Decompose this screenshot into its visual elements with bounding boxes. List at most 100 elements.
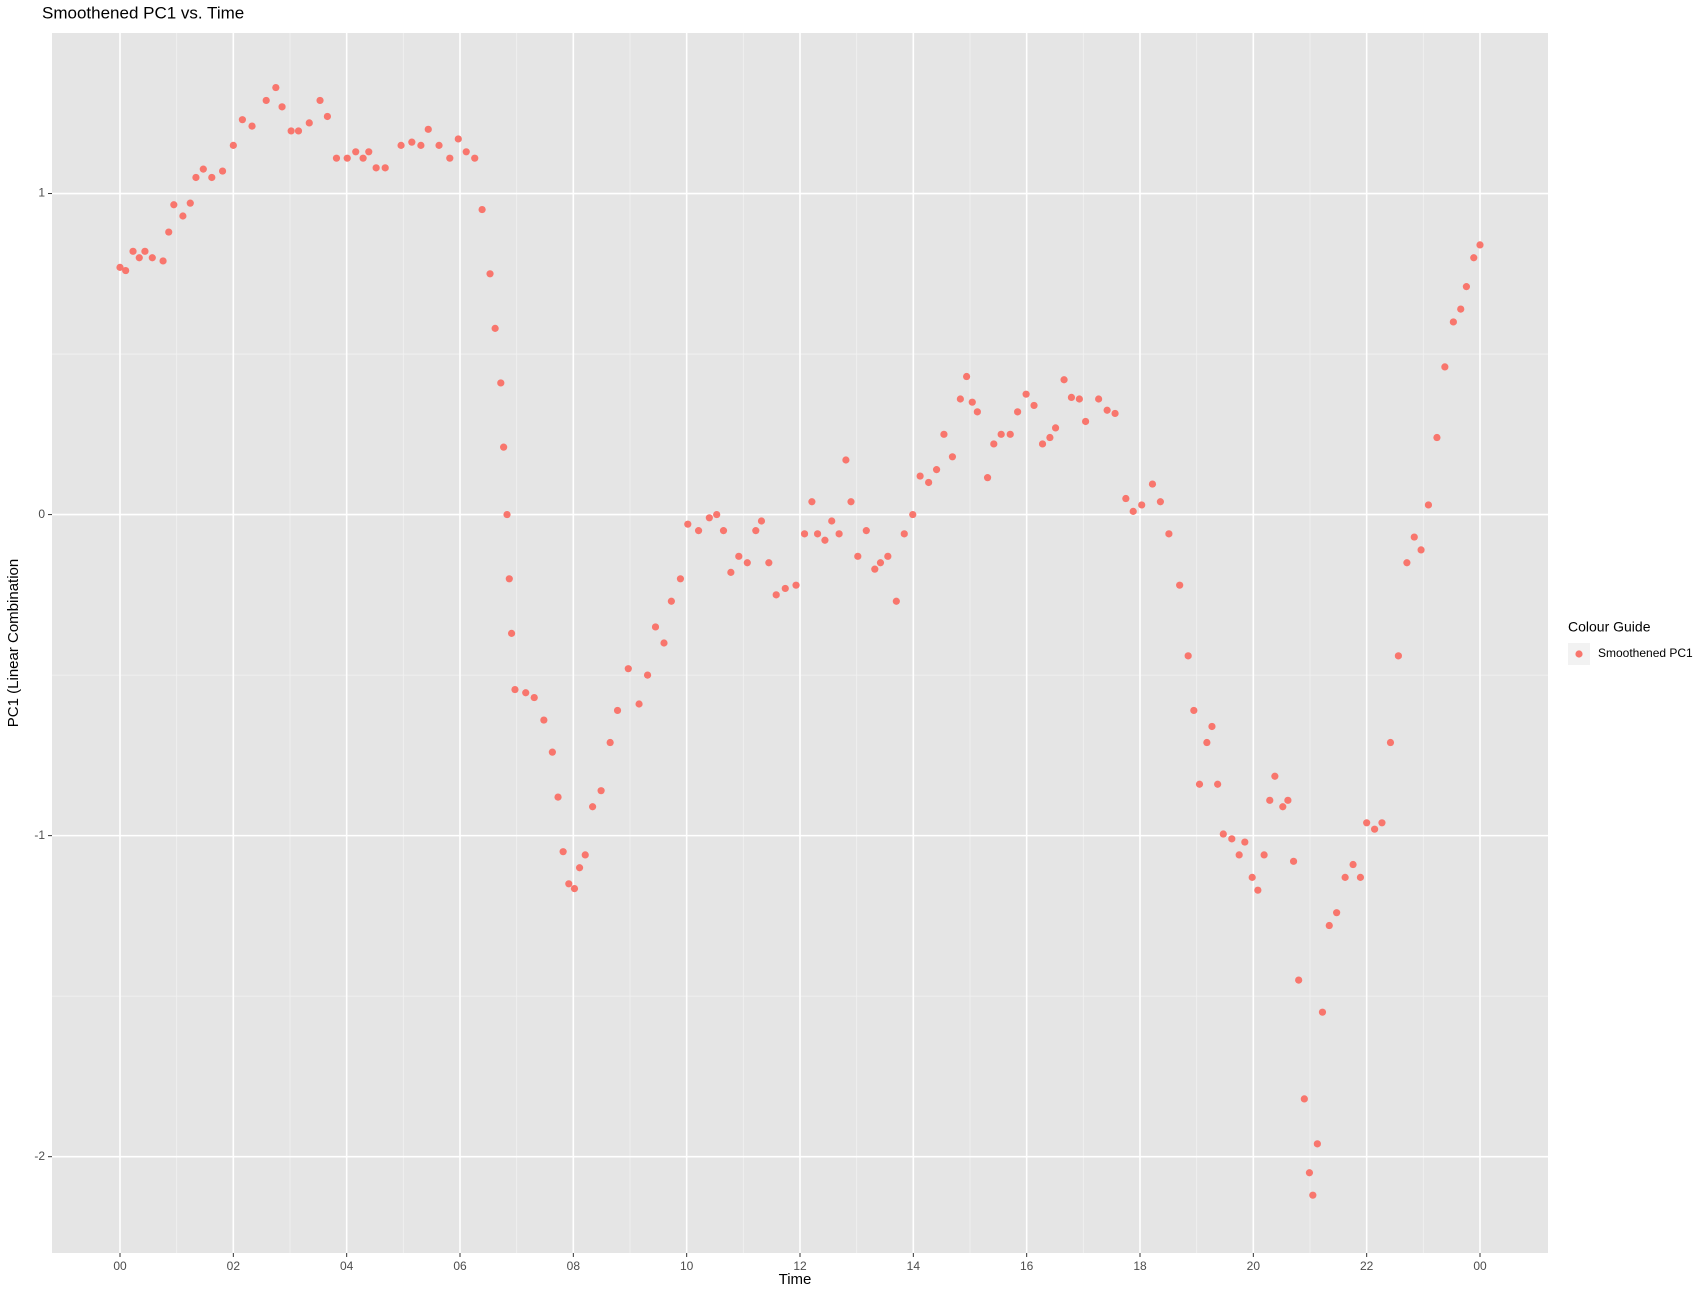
y-tick-label: 0 — [38, 507, 45, 521]
data-point — [871, 565, 879, 573]
data-point — [1476, 241, 1484, 249]
x-axis-title: Time — [779, 1271, 812, 1288]
data-point — [148, 254, 156, 262]
data-point — [765, 559, 773, 567]
data-point — [1356, 873, 1365, 881]
data-point — [478, 205, 486, 214]
data-point — [772, 591, 780, 599]
data-point — [1284, 796, 1292, 804]
data-point — [1148, 480, 1157, 488]
data-point — [170, 201, 178, 209]
data-point — [497, 379, 505, 387]
data-point — [1248, 873, 1256, 881]
x-tick-label: 00 — [1473, 1259, 1487, 1273]
data-point — [462, 148, 470, 156]
data-point — [743, 559, 751, 567]
data-point — [1214, 780, 1222, 788]
data-point — [1156, 498, 1164, 506]
data-point — [1203, 738, 1211, 747]
data-point — [916, 472, 924, 480]
data-point — [1082, 417, 1090, 426]
data-point — [892, 597, 900, 605]
data-point — [1457, 305, 1465, 313]
data-point — [1462, 283, 1470, 291]
data-point — [1386, 738, 1395, 747]
data-point — [1449, 318, 1457, 326]
data-point — [575, 864, 584, 872]
data-point — [272, 83, 280, 92]
data-point — [500, 443, 508, 451]
data-point — [129, 247, 137, 255]
data-point — [486, 270, 494, 278]
data-point — [1006, 430, 1014, 438]
data-point — [1075, 395, 1083, 403]
data-point — [684, 520, 692, 528]
data-point — [1470, 254, 1478, 262]
data-point — [1363, 819, 1371, 827]
data-point — [1295, 976, 1303, 984]
y-tick-label: -1 — [34, 828, 45, 842]
data-point — [332, 154, 341, 162]
data-point — [186, 199, 194, 207]
x-tick-label: 06 — [453, 1259, 467, 1273]
data-point — [278, 103, 286, 111]
data-point — [507, 629, 516, 637]
data-point — [548, 748, 556, 756]
x-tick-label: 08 — [567, 1259, 581, 1273]
data-point — [511, 685, 519, 694]
data-point — [229, 141, 237, 149]
data-point — [1410, 533, 1418, 541]
data-point — [876, 559, 885, 567]
data-point — [1378, 819, 1386, 827]
data-point — [424, 125, 432, 133]
data-point — [667, 597, 675, 605]
y-axis-title: PC1 (Linear Combination — [5, 559, 22, 727]
data-point — [1371, 825, 1379, 833]
data-point — [1190, 706, 1198, 715]
data-point — [1309, 1191, 1317, 1199]
y-tick-label: -2 — [34, 1149, 45, 1163]
data-point — [1318, 1008, 1327, 1016]
data-point — [397, 141, 405, 149]
data-point — [1441, 363, 1449, 371]
data-point — [676, 575, 685, 583]
data-point — [705, 514, 713, 522]
data-point — [727, 568, 735, 576]
data-point — [983, 474, 992, 482]
data-point — [141, 247, 149, 255]
data-point — [925, 478, 933, 487]
data-point — [1195, 780, 1204, 788]
chart-title: Smoothened PC1 vs. Time — [42, 3, 244, 22]
data-point — [1228, 835, 1236, 843]
x-tick-label: 18 — [1133, 1259, 1147, 1273]
data-point — [1111, 409, 1119, 418]
data-point — [454, 135, 462, 143]
data-point — [565, 880, 573, 888]
data-point — [559, 848, 567, 856]
data-point — [262, 96, 270, 105]
x-tick-label: 20 — [1247, 1259, 1261, 1273]
data-point — [1176, 581, 1184, 589]
data-point — [1051, 424, 1060, 432]
data-point — [1254, 886, 1262, 894]
data-point — [940, 430, 948, 438]
data-point — [294, 127, 303, 135]
data-point — [862, 527, 870, 535]
data-point — [530, 693, 538, 702]
data-point — [1219, 830, 1227, 838]
data-point — [179, 212, 187, 220]
data-point — [956, 395, 964, 403]
data-point — [1208, 722, 1216, 731]
data-point — [471, 154, 479, 162]
data-point — [238, 116, 246, 124]
data-point — [1433, 433, 1441, 442]
data-point — [343, 154, 351, 162]
y-tick-label: 1 — [38, 186, 45, 200]
data-point — [900, 530, 908, 538]
data-point — [435, 141, 443, 149]
data-point — [842, 456, 850, 464]
data-point — [316, 96, 324, 105]
data-point — [1022, 390, 1030, 398]
data-point — [199, 165, 207, 173]
